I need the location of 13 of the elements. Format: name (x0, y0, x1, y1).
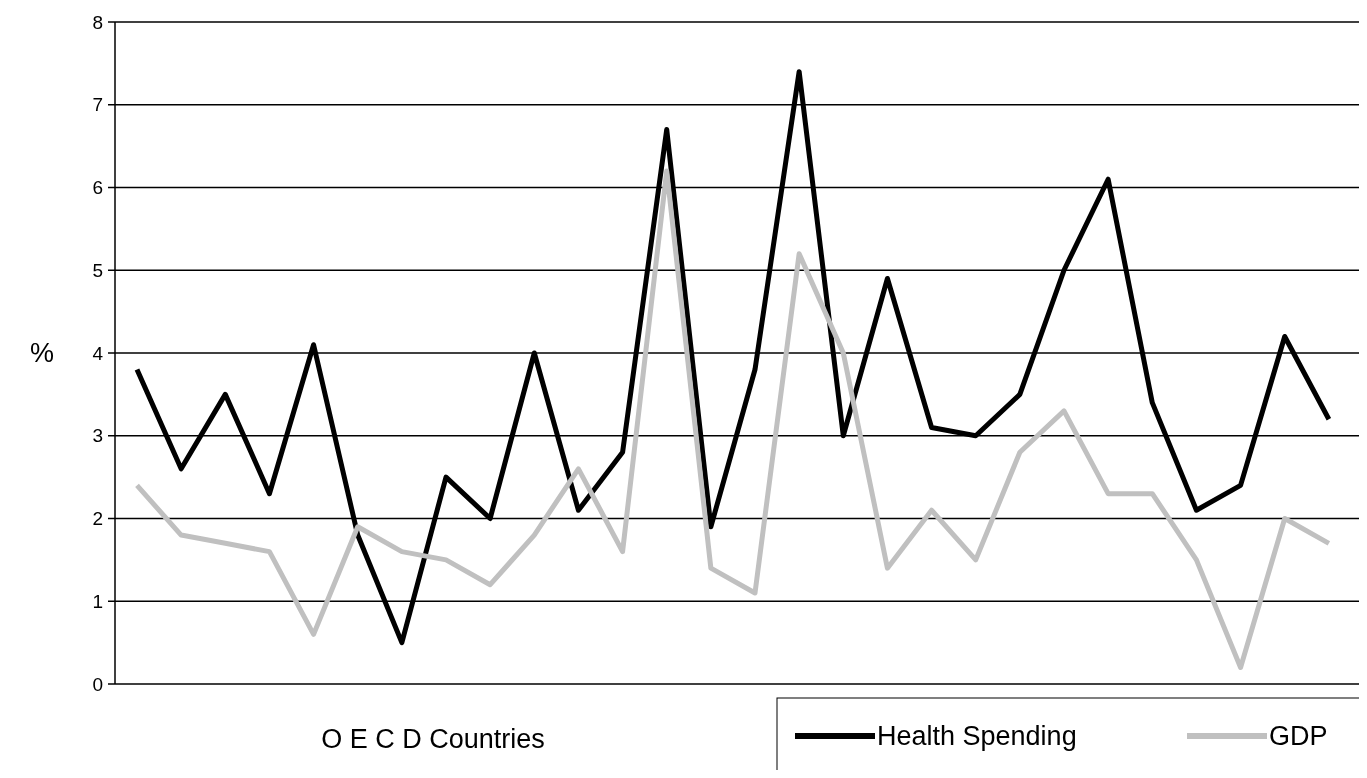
y-tick-label: 7 (92, 94, 103, 116)
legend-label: Health Spending (877, 721, 1077, 752)
y-tick-label: 4 (92, 342, 104, 364)
y-tick-label: 0 (92, 673, 103, 695)
y-tick-label: 2 (92, 508, 103, 530)
y-axis-title: % (30, 338, 55, 369)
y-tick-label: 1 (92, 590, 103, 612)
y-tick-label: 6 (92, 177, 103, 199)
x-axis-title: O E C D Countries (321, 724, 545, 754)
y-tick-label: 3 (92, 425, 103, 447)
legend-label: GDP (1269, 721, 1328, 752)
y-tick-label: 8 (92, 11, 103, 33)
y-tick-label: 5 (92, 259, 103, 281)
